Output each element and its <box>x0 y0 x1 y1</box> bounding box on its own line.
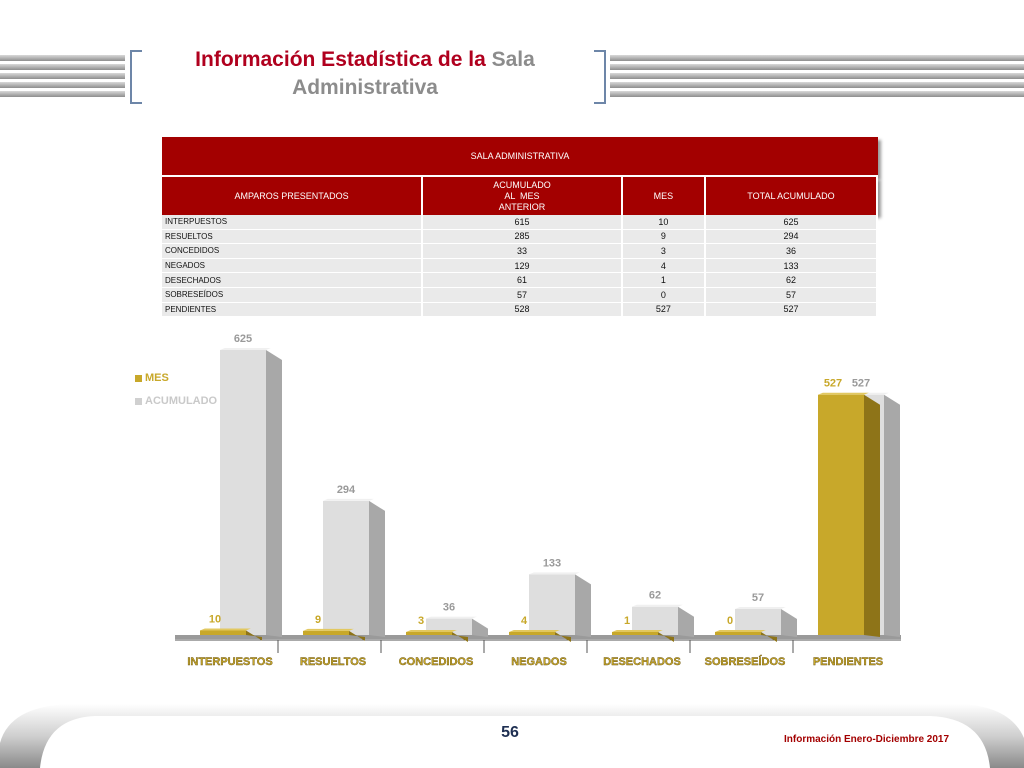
chart-floor <box>175 635 901 639</box>
title-red: Información Estadística de la <box>195 48 486 71</box>
header-anterior-line2: AL MES <box>504 190 540 201</box>
cell-total: 133 <box>705 258 878 274</box>
x-tick-label: INTERPUESTOS <box>187 656 272 668</box>
cell-label: RESUELTOS <box>162 229 424 245</box>
data-label-acumulado: 62 <box>649 590 661 602</box>
data-label-mes: 527 <box>824 378 842 390</box>
data-label-mes: 9 <box>315 614 321 626</box>
cell-label: INTERPUESTOS <box>162 215 424 230</box>
bar-mes <box>303 628 365 641</box>
cell-total: 527 <box>705 302 878 318</box>
x-tick-label: DESECHADOS <box>603 656 681 668</box>
cell-label: NEGADOS <box>162 258 424 274</box>
title-bracket-right <box>594 50 606 104</box>
data-label-mes: 1 <box>624 615 630 627</box>
cell-anterior: 528 <box>423 302 623 318</box>
header-anterior-line3: ANTERIOR <box>498 201 546 212</box>
stats-table: SALA ADMINISTRATIVA AMPAROS PRESENTADOS … <box>162 137 878 318</box>
cell-mes: 527 <box>622 302 706 318</box>
table-row: DESECHADOS 61 1 62 <box>162 273 878 288</box>
legend-label-acumulado: ACUMULADO <box>145 395 218 407</box>
cell-mes: 10 <box>622 215 706 230</box>
cell-total: 294 <box>705 229 878 245</box>
header-mes: MES <box>622 177 706 215</box>
cell-anterior: 129 <box>423 258 623 274</box>
x-tick-label: PENDIENTES <box>813 656 883 668</box>
cell-label: PENDIENTES <box>162 302 424 318</box>
x-tick-label: SOBRESEÍDOS <box>705 655 786 668</box>
bar-chart: 62510INTERPUESTOS2949RESUELTOS363CONCEDI… <box>175 333 901 668</box>
table-row: RESUELTOS 285 9 294 <box>162 229 878 245</box>
data-label-mes: 10 <box>209 613 221 625</box>
table-row: INTERPUESTOS 615 10 625 <box>162 215 878 230</box>
bar-acumulado <box>323 498 385 637</box>
legend-swatch-acumulado <box>135 397 142 405</box>
cell-mes: 1 <box>622 273 706 288</box>
header-stripes-left <box>0 55 125 97</box>
table-caption: SALA ADMINISTRATIVA <box>162 137 878 177</box>
data-label-acumulado: 57 <box>752 592 764 604</box>
cell-total: 62 <box>705 273 878 288</box>
chart-legend: MES ACUMULADO <box>135 372 217 418</box>
data-label-acumulado: 527 <box>852 378 870 390</box>
title-gray-1: Sala <box>491 48 535 71</box>
cell-label: CONCEDIDOS <box>162 244 424 259</box>
data-label-acumulado: 625 <box>234 333 252 345</box>
cell-mes: 4 <box>622 258 706 274</box>
data-label-mes: 0 <box>727 615 733 627</box>
header-anterior: ACUMULADO AL MES ANTERIOR <box>423 177 623 215</box>
bar-acumulado <box>529 572 591 637</box>
x-tick-label: NEGADOS <box>511 656 567 668</box>
table-header-row: AMPAROS PRESENTADOS ACUMULADO AL MES ANTER… <box>162 177 878 215</box>
x-tick-label: RESUELTOS <box>300 656 366 668</box>
cell-total: 625 <box>705 215 878 230</box>
cell-mes: 9 <box>622 229 706 245</box>
table-row: SOBRESEÍDOS 57 0 57 <box>162 287 878 303</box>
cell-anterior: 285 <box>423 229 623 245</box>
header-total: TOTAL ACUMULADO <box>705 177 878 215</box>
legend-item-acumulado: ACUMULADO <box>135 395 217 407</box>
cell-anterior: 615 <box>423 215 623 230</box>
header-stripes-right <box>610 55 1024 97</box>
header-anterior-line1: ACUMULADO <box>493 179 551 190</box>
legend-swatch-mes <box>135 374 142 382</box>
bar-mes <box>200 628 262 641</box>
cell-anterior: 61 <box>423 273 623 288</box>
table-row: PENDIENTES 528 527 527 <box>162 302 878 318</box>
bar-mes <box>406 630 468 642</box>
bar-mes <box>612 630 674 642</box>
bar-mes <box>818 392 880 637</box>
footer-band <box>0 704 1024 768</box>
page-title: Información Estadística de la Sala Admin… <box>145 46 585 102</box>
data-label-mes: 3 <box>418 615 424 627</box>
bar-acumulado <box>220 348 282 637</box>
data-label-acumulado: 133 <box>543 557 561 569</box>
legend-label-mes: MES <box>145 372 169 384</box>
data-label-mes: 4 <box>521 615 528 627</box>
page-number: 56 <box>501 724 519 741</box>
cell-label: DESECHADOS <box>162 273 424 288</box>
bar-mes <box>509 630 571 642</box>
cell-total: 36 <box>705 244 878 259</box>
footer-caption: Información Enero-Diciembre 2017 <box>784 734 950 745</box>
data-label-acumulado: 36 <box>443 602 455 614</box>
title-gray-2: Administrativa <box>292 76 438 99</box>
cell-mes: 3 <box>622 244 706 259</box>
cell-anterior: 57 <box>423 287 623 303</box>
header-amparos: AMPAROS PRESENTADOS <box>162 177 424 215</box>
table-row: CONCEDIDOS 33 3 36 <box>162 244 878 259</box>
table-row: NEGADOS 129 4 133 <box>162 258 878 274</box>
x-tick-label: CONCEDIDOS <box>399 656 474 668</box>
cell-mes: 0 <box>622 287 706 303</box>
cell-total: 57 <box>705 287 878 303</box>
legend-item-mes: MES <box>135 372 217 384</box>
cell-label: SOBRESEÍDOS <box>162 287 424 303</box>
data-label-acumulado: 294 <box>337 484 356 496</box>
cell-anterior: 33 <box>423 244 623 259</box>
bar-mes <box>715 630 777 642</box>
title-bracket-left <box>130 50 142 104</box>
